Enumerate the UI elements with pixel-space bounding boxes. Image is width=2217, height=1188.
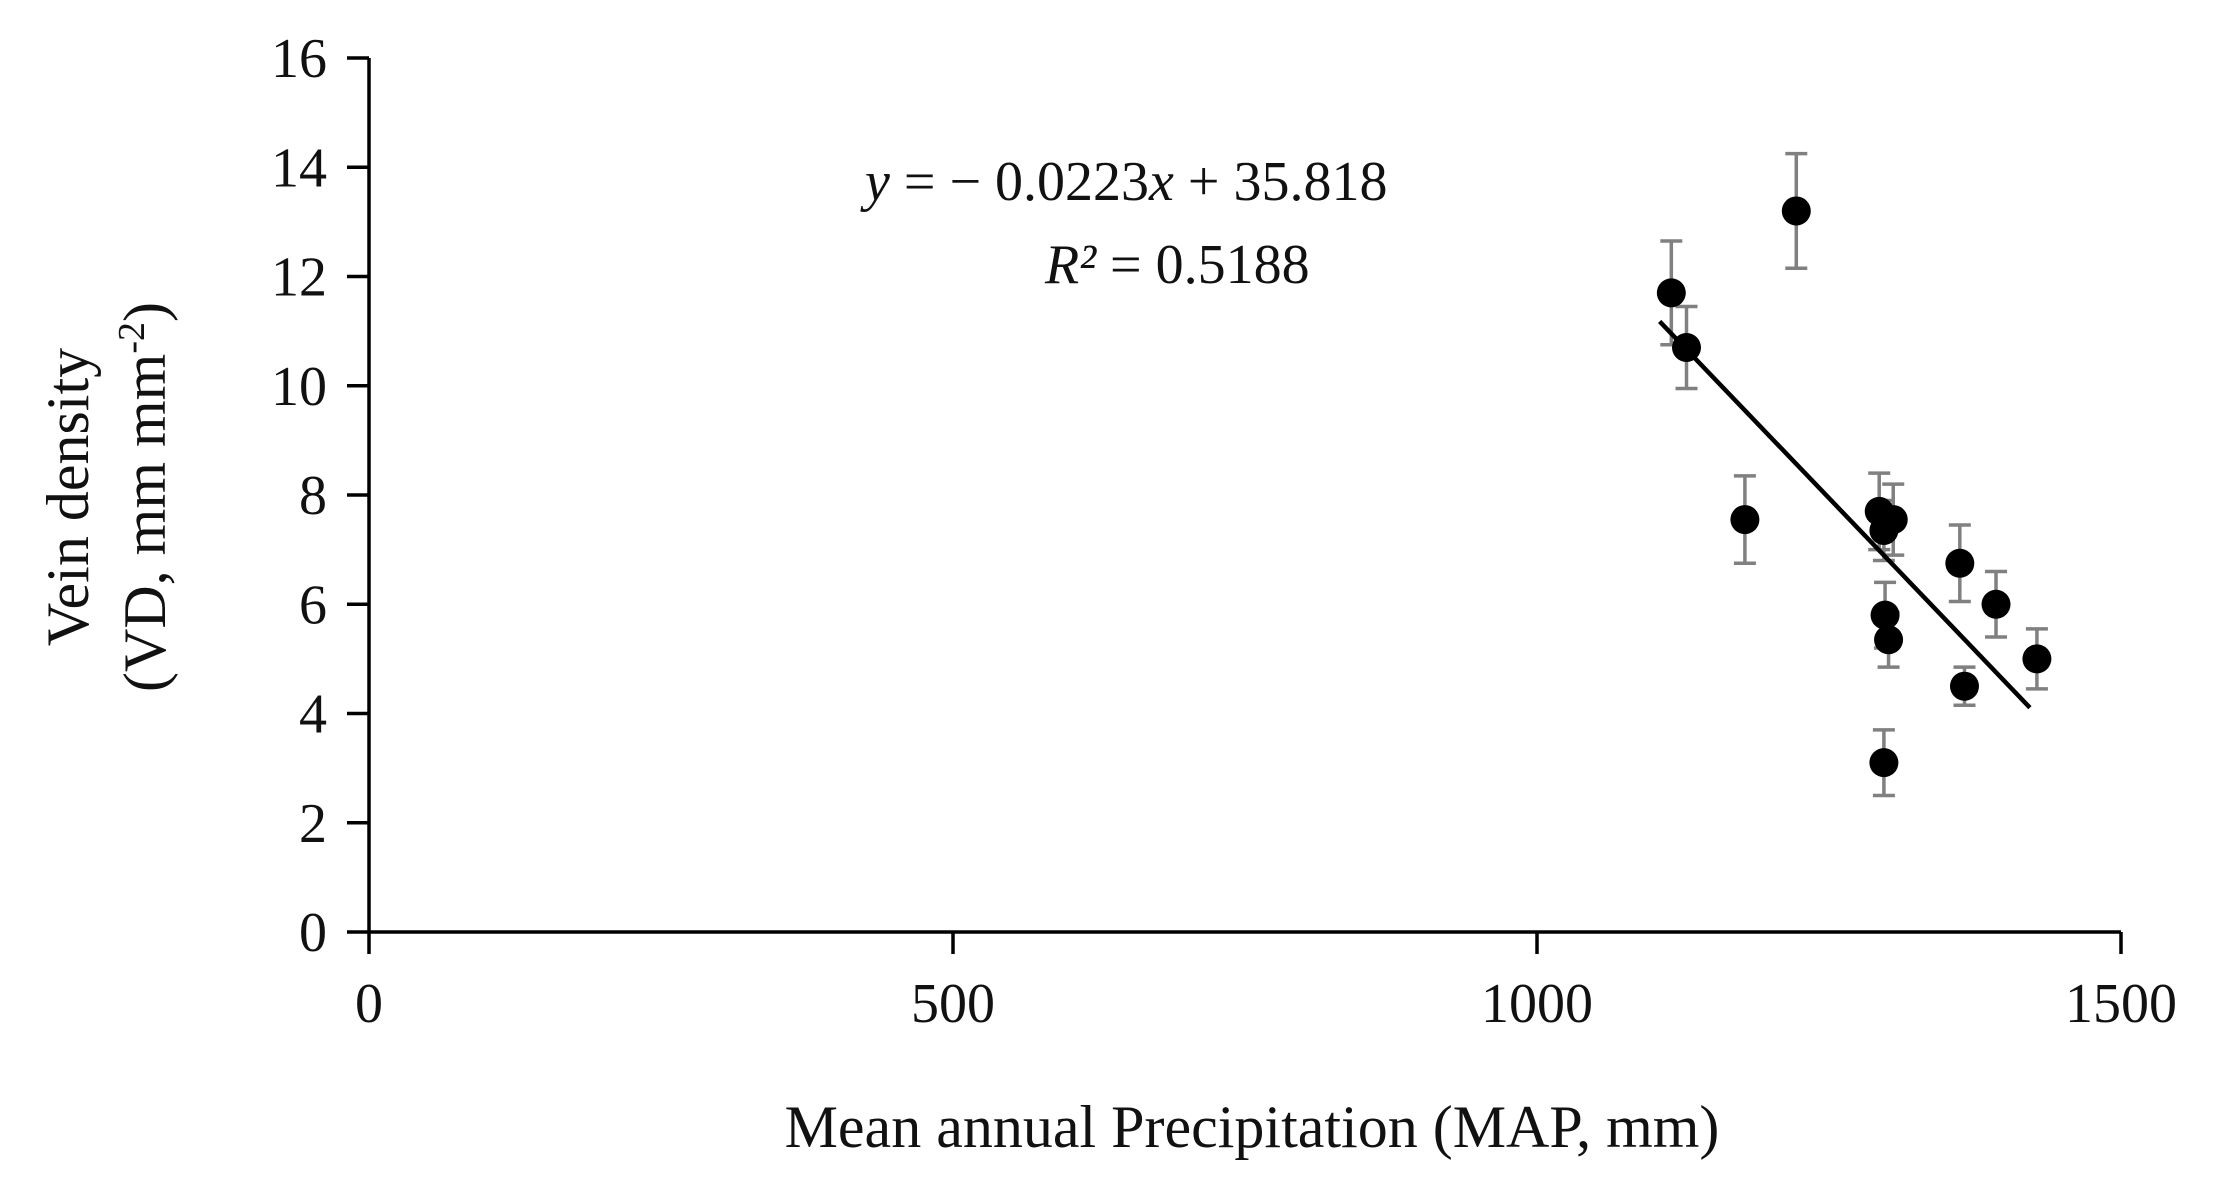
equation-slope: = − 0.0223 [890,151,1149,213]
y-tick-label: 0 [299,902,327,964]
y-tick-label: 16 [271,28,327,90]
y-axis-title-line1: Vein density [35,348,101,646]
trendline-equation: y = − 0.0223x + 35.818 [860,151,1387,213]
data-point [1981,589,2011,619]
y-axis-title-line2: (VD, mm mm-2) [111,302,178,692]
x-tick-label: 0 [355,973,383,1035]
y-tick-label: 2 [299,793,327,855]
x-tick-label: 1000 [1481,973,1593,1035]
y-axis-title-exponent: -2 [111,322,153,354]
data-point [1781,196,1811,226]
data-point [2022,644,2052,674]
y-tick-label: 10 [271,356,327,418]
error-bars [1660,151,2048,798]
data-points [1656,196,2052,778]
data-point [1656,278,1686,308]
data-point [1878,505,1908,535]
trendline-layer [1658,319,2032,710]
data-point [1730,505,1760,535]
y-tick-label: 8 [299,465,327,527]
data-point [1949,671,1979,701]
r-squared-annotation: R² = 0.5188 [1044,234,1310,296]
data-point [1945,548,1975,578]
data-point [1870,600,1900,630]
tick-labels: 0 2 4 6 8 10 12 14 16 0 500 1000 1500 [271,28,2177,1035]
x-tick-label: 500 [911,973,995,1035]
axes [347,56,2123,954]
y-tick-label: 12 [271,247,327,309]
equation-x: x [1148,151,1174,213]
r-squared-value: = 0.5188 [1096,234,1310,296]
data-point [1672,333,1702,363]
data-point [1869,748,1899,778]
trendline [1658,319,2032,710]
data-point [1874,625,1904,655]
y-tick-label: 4 [299,684,327,746]
x-axis-title: Mean annual Precipitation (MAP, mm) [785,1094,1720,1160]
equation-y: y [860,151,890,213]
y-axis-title-unit: (VD, mm mm [112,354,178,692]
y-axis-title-close: ) [112,302,178,322]
y-tick-label: 14 [271,137,327,199]
x-tick-label: 1500 [2065,973,2177,1035]
y-tick-label: 6 [299,574,327,636]
equation-intercept: + 35.818 [1174,151,1388,213]
r-squared-symbol: R² [1044,234,1097,296]
